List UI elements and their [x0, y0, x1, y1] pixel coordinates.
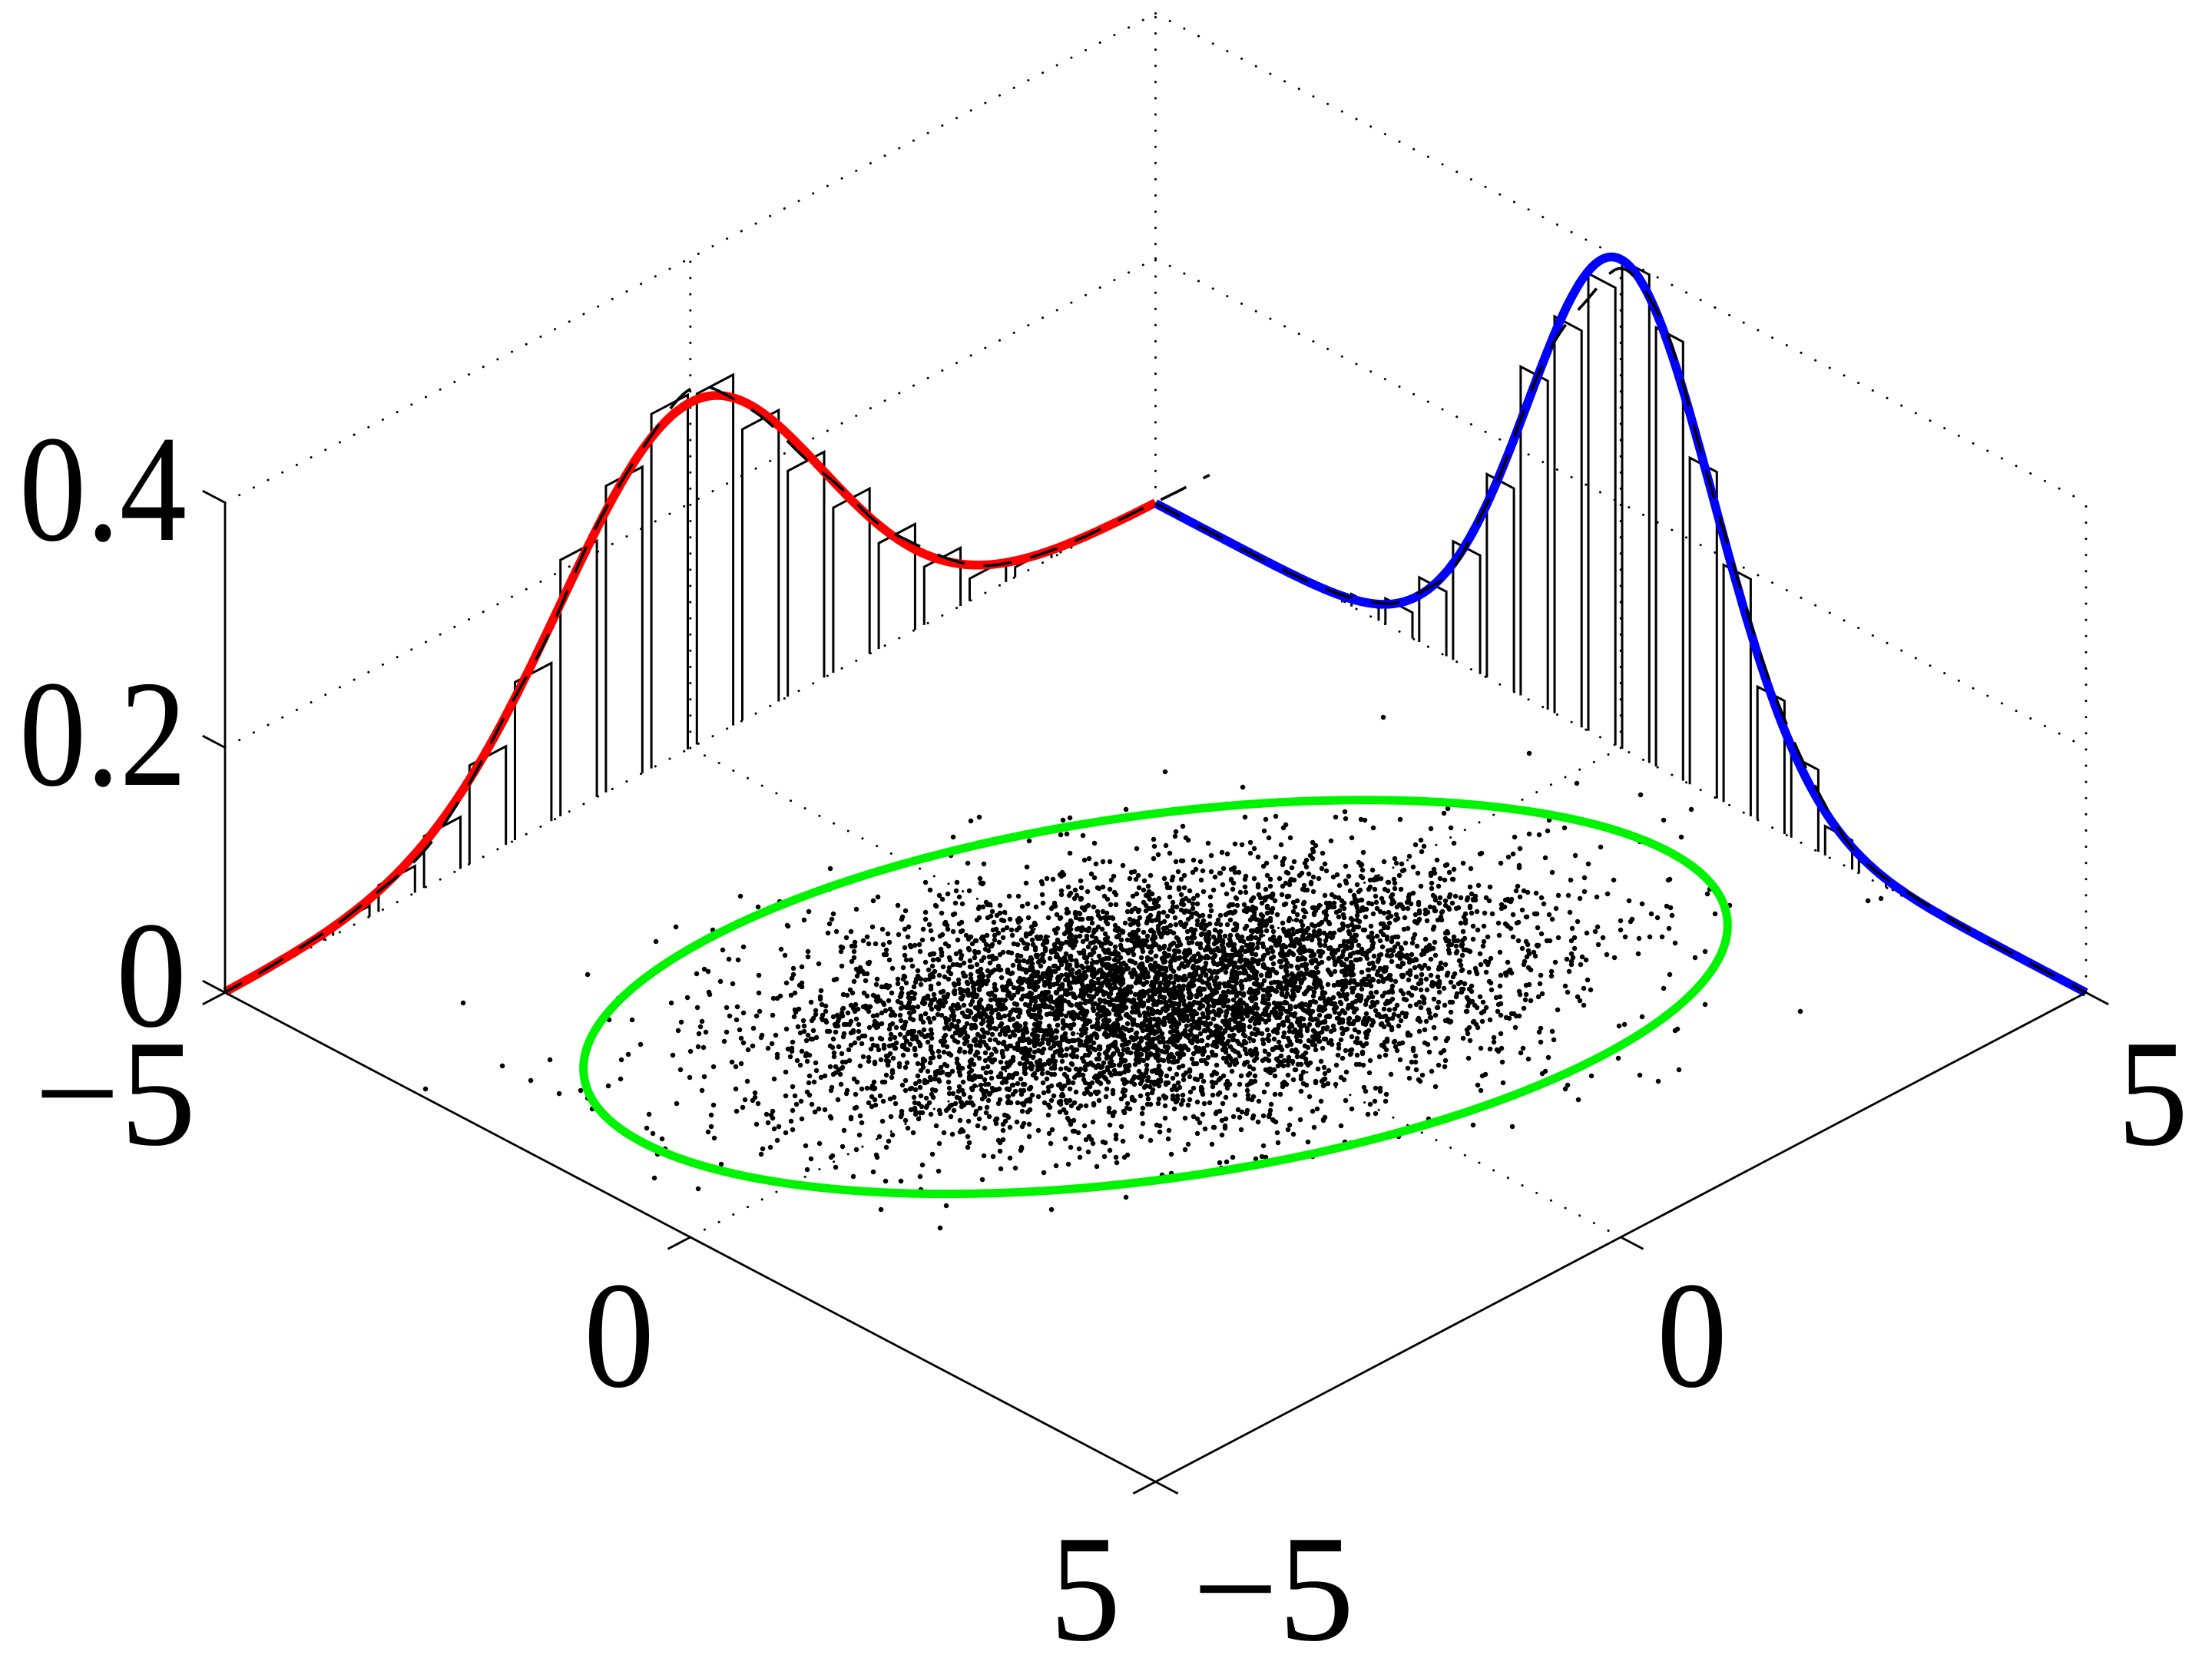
svg-text:0.4: 0.4	[19, 405, 187, 573]
svg-text:0: 0	[1657, 1251, 1727, 1419]
svg-text:0.2: 0.2	[19, 650, 187, 818]
svg-text:5: 5	[2118, 1009, 2188, 1177]
svg-text:0: 0	[116, 891, 187, 1059]
svg-text:5: 5	[1050, 1504, 1121, 1668]
svg-text:0: 0	[584, 1251, 654, 1419]
svg-text:−5: −5	[35, 1009, 197, 1177]
svg-text:−5: −5	[1193, 1504, 1355, 1668]
